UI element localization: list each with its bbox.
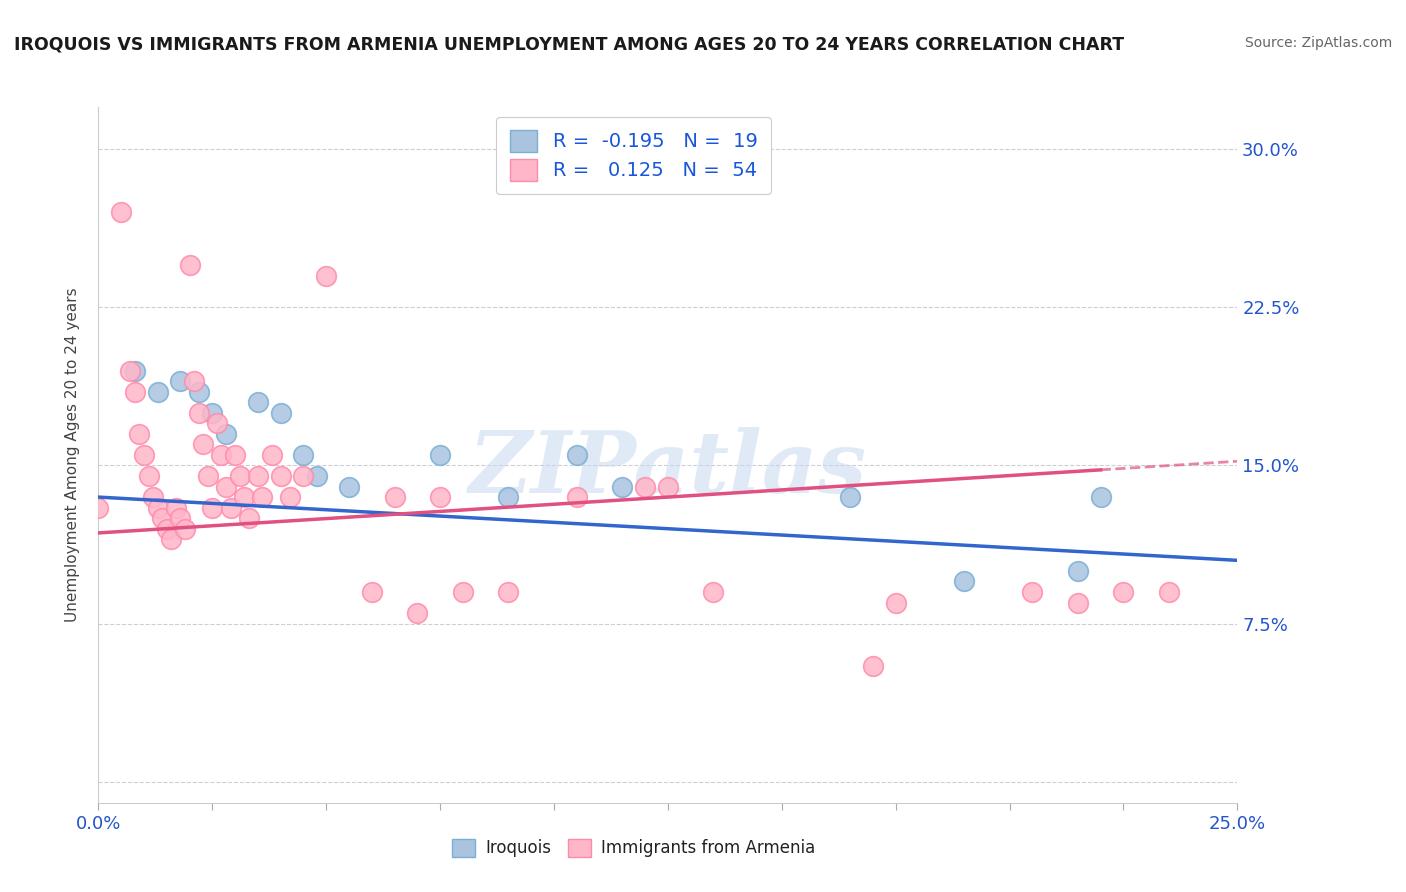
Point: [1021, 585, 1043, 599]
Point: [1067, 595, 1090, 609]
Point: [124, 363, 146, 377]
Point: [429, 490, 451, 504]
Point: [169, 374, 191, 388]
Point: [1090, 490, 1112, 504]
Point: [201, 500, 224, 515]
Point: [292, 469, 315, 483]
Point: [179, 258, 201, 272]
Point: [197, 469, 219, 483]
Point: [193, 437, 215, 451]
Point: [165, 500, 187, 515]
Point: [132, 448, 155, 462]
Point: [150, 511, 173, 525]
Point: [124, 384, 146, 399]
Point: [142, 490, 165, 504]
Point: [252, 490, 274, 504]
Point: [169, 511, 191, 525]
Point: [187, 384, 209, 399]
Point: [87, 500, 110, 515]
Point: [498, 490, 520, 504]
Legend: Iroquois, Immigrants from Armenia: Iroquois, Immigrants from Armenia: [446, 832, 823, 864]
Point: [429, 448, 451, 462]
Point: [246, 395, 269, 409]
Point: [260, 448, 283, 462]
Point: [209, 448, 232, 462]
Point: [278, 490, 301, 504]
Y-axis label: Unemployment Among Ages 20 to 24 years: Unemployment Among Ages 20 to 24 years: [65, 287, 80, 623]
Point: [1112, 585, 1135, 599]
Point: [862, 658, 884, 673]
Point: [307, 469, 329, 483]
Point: [884, 595, 907, 609]
Point: [219, 500, 242, 515]
Point: [953, 574, 976, 589]
Point: [565, 448, 588, 462]
Point: [238, 511, 260, 525]
Point: [246, 469, 269, 483]
Point: [120, 363, 142, 377]
Point: [215, 426, 238, 441]
Point: [565, 490, 588, 504]
Point: [384, 490, 406, 504]
Point: [233, 490, 256, 504]
Point: [612, 479, 634, 493]
Point: [292, 448, 315, 462]
Point: [657, 479, 679, 493]
Point: [1067, 564, 1090, 578]
Point: [187, 406, 209, 420]
Point: [215, 479, 238, 493]
Point: [160, 533, 183, 547]
Text: Source: ZipAtlas.com: Source: ZipAtlas.com: [1244, 36, 1392, 50]
Point: [224, 448, 246, 462]
Point: [315, 268, 337, 283]
Point: [156, 522, 179, 536]
Text: IROQUOIS VS IMMIGRANTS FROM ARMENIA UNEMPLOYMENT AMONG AGES 20 TO 24 YEARS CORRE: IROQUOIS VS IMMIGRANTS FROM ARMENIA UNEM…: [14, 36, 1125, 54]
Point: [337, 479, 360, 493]
Point: [110, 205, 132, 219]
Point: [228, 469, 250, 483]
Point: [146, 500, 169, 515]
Point: [201, 406, 224, 420]
Point: [498, 585, 520, 599]
Point: [451, 585, 474, 599]
Point: [138, 469, 160, 483]
Point: [205, 417, 228, 431]
Point: [174, 522, 197, 536]
Point: [146, 384, 169, 399]
Point: [406, 606, 429, 620]
Point: [183, 374, 205, 388]
Point: [270, 469, 292, 483]
Text: ZIPatlas: ZIPatlas: [468, 427, 868, 510]
Point: [1157, 585, 1180, 599]
Point: [839, 490, 862, 504]
Point: [360, 585, 382, 599]
Point: [702, 585, 724, 599]
Point: [270, 406, 292, 420]
Point: [128, 426, 150, 441]
Point: [634, 479, 657, 493]
